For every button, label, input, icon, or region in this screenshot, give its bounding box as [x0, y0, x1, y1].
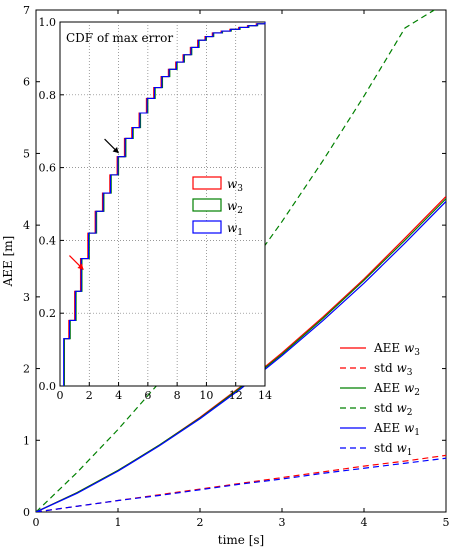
- inset-legend-entry: w1: [227, 221, 243, 238]
- inset-y-tick-label: 0.8: [39, 89, 57, 102]
- legend-label-w: w: [396, 401, 407, 415]
- inset-legend-swatch: [192, 176, 222, 190]
- inset-title: CDF of max error: [66, 31, 173, 45]
- inset-y-tick-label: 1.0: [39, 16, 57, 29]
- legend-label-w: w: [227, 177, 238, 191]
- annotation-arrow-head: [77, 263, 84, 270]
- legend-label-main: AEE: [373, 381, 404, 395]
- inset-x-tick-label: 14: [258, 389, 272, 402]
- legend-entry: AEE w2: [373, 381, 420, 398]
- inset-x-tick-label: 8: [174, 389, 181, 402]
- inset-x-tick-label: 0: [57, 389, 64, 402]
- inset-legend-swatch: [192, 198, 222, 212]
- legend-label-sub: 2: [407, 408, 413, 418]
- inset-x-tick-label: 10: [199, 389, 213, 402]
- legend-entry: std w3: [374, 361, 413, 378]
- legend-label-sub: 3: [407, 368, 413, 378]
- legend-label-w: w: [227, 199, 238, 213]
- legend-entry: std w1: [374, 441, 413, 458]
- y-tick-label: 7: [23, 4, 30, 17]
- legend-label-sub: 2: [237, 206, 243, 216]
- annotation-arrow-head: [112, 147, 119, 154]
- legend-label-w: w: [227, 221, 238, 235]
- legend-label-w: w: [404, 341, 415, 355]
- inset-x-tick-label: 12: [229, 389, 243, 402]
- cdf-step-line: [63, 22, 266, 386]
- y-tick-label: 4: [23, 219, 30, 232]
- legend-label-main: std: [374, 361, 396, 375]
- legend-label-w: w: [404, 381, 415, 395]
- x-tick-label: 5: [443, 516, 450, 529]
- legend-label-main: AEE: [373, 421, 404, 435]
- inset-x-tick-label: 2: [86, 389, 93, 402]
- legend-label-sub: 3: [414, 348, 420, 358]
- legend-label-main: std: [374, 401, 396, 415]
- inset-y-tick-label: 0.2: [39, 307, 57, 320]
- legend-label-w: w: [396, 441, 407, 455]
- series-line: [36, 457, 446, 512]
- inset-legend-entry: w3: [227, 177, 243, 194]
- y-tick-label: 6: [23, 76, 30, 89]
- inset-x-tick-label: 6: [144, 389, 151, 402]
- legend-label-w: w: [396, 361, 407, 375]
- legend-label-sub: 2: [414, 388, 420, 398]
- legend-label-sub: 3: [237, 184, 243, 194]
- x-axis-label: time [s]: [218, 533, 264, 547]
- legend-entry: std w2: [374, 401, 413, 418]
- legend-entry: AEE w1: [373, 421, 420, 438]
- legend-label-main: AEE: [373, 341, 404, 355]
- legend-label-main: std: [374, 441, 396, 455]
- legend-label-sub: 1: [237, 228, 243, 238]
- legend-entry: AEE w3: [373, 341, 420, 358]
- y-tick-label: 5: [23, 147, 30, 160]
- inset-legend-entry: w2: [227, 199, 243, 216]
- x-tick-label: 0: [33, 516, 40, 529]
- legend-label-w: w: [404, 421, 415, 435]
- y-tick-label: 3: [23, 291, 30, 304]
- inset-legend-swatch: [192, 220, 222, 234]
- series-line: [36, 201, 446, 512]
- x-tick-label: 3: [279, 516, 286, 529]
- x-tick-label: 4: [361, 516, 368, 529]
- inset-y-tick-label: 0.4: [39, 234, 57, 247]
- series-line: [36, 198, 446, 512]
- y-tick-label: 0: [23, 506, 30, 519]
- y-tick-label: 1: [23, 434, 30, 447]
- legend-label-sub: 1: [414, 428, 420, 438]
- inset-x-tick-label: 4: [115, 389, 122, 402]
- y-tick-label: 2: [23, 363, 30, 376]
- x-tick-label: 1: [115, 516, 122, 529]
- series-line: [36, 454, 446, 512]
- legend-label-sub: 1: [407, 448, 413, 458]
- inset-y-tick-label: 0.6: [39, 162, 57, 175]
- y-axis-label: AEE [m]: [1, 236, 15, 288]
- inset-y-tick-label: 0.0: [39, 380, 57, 393]
- x-tick-label: 2: [197, 516, 204, 529]
